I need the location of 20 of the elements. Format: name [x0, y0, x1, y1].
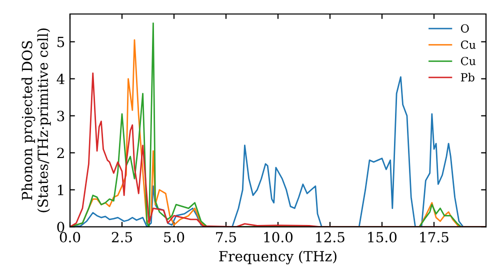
y-tick-label: 4 — [56, 74, 64, 84]
y-axis-title: Phonon projected DOS (States/THz·primitive cell) — [22, 28, 51, 212]
y-tick-label: 1 — [58, 184, 64, 196]
x-tick-label: 7.5 — [216, 232, 236, 242]
legend-label: Cu — [460, 56, 476, 66]
legend-label: Cu — [460, 40, 476, 49]
y-tick-label: 3 — [57, 110, 64, 122]
legend-label: O — [460, 24, 469, 33]
x-tick-label: 12.5 — [316, 232, 344, 242]
x-tick-label: 10.0 — [264, 232, 293, 242]
x-tick-label: 5.0 — [164, 232, 184, 242]
y-tick-label: 0 — [57, 222, 64, 232]
x-tick-label: 17.5 — [420, 232, 448, 242]
x-tick-label: 0.0 — [60, 232, 80, 242]
x-tick-label: 15.0 — [368, 232, 397, 242]
x-axis-title: Frequency (THz) — [219, 250, 336, 264]
y-tick-label: 2 — [57, 148, 64, 158]
y-tick-label: 5 — [57, 36, 64, 48]
legend-label: Pb — [460, 72, 474, 82]
x-tick-label: 2.5 — [112, 232, 132, 242]
